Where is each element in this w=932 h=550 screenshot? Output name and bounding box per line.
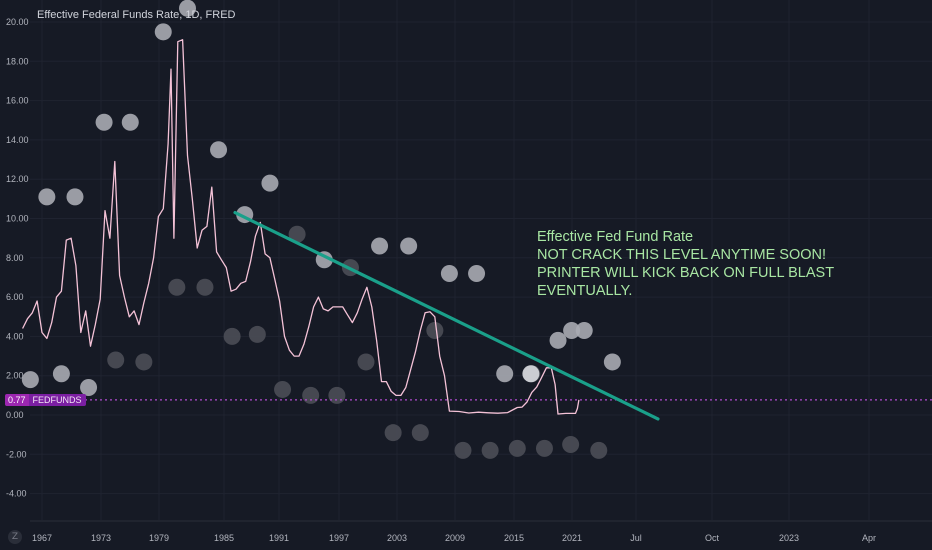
z-logo-icon[interactable]: Z — [8, 530, 22, 544]
data-bubble — [248, 325, 266, 343]
series-line-fedfunds — [22, 39, 580, 415]
y-tick-label: -2.00 — [6, 449, 27, 459]
data-bubble — [454, 441, 472, 459]
price-label: 0.77 FEDFUNDS — [5, 394, 86, 406]
x-tick-label: 1985 — [214, 533, 234, 543]
data-bubble — [107, 351, 125, 369]
x-tick-label: 2021 — [562, 533, 582, 543]
y-tick-label: 18.00 — [6, 56, 29, 66]
data-bubble — [549, 331, 567, 349]
price-label-symbol: FEDFUNDS — [28, 394, 86, 406]
data-bubble — [38, 188, 56, 206]
data-bubble — [563, 322, 581, 340]
annotation-text: Effective Fed Fund Rate NOT CRACK THIS L… — [537, 228, 834, 300]
x-tick-label: 1991 — [269, 533, 289, 543]
data-bubble — [575, 322, 593, 340]
x-tick-label: 1973 — [91, 533, 111, 543]
data-bubble — [371, 237, 389, 255]
annotation-line-1: Effective Fed Fund Rate — [537, 229, 694, 245]
data-bubble — [135, 353, 153, 371]
data-bubble — [95, 113, 113, 131]
x-tick-label: Apr — [862, 533, 876, 543]
x-tick-label: Oct — [705, 533, 720, 543]
data-bubble — [302, 386, 320, 404]
y-tick-label: 20.00 — [6, 17, 29, 27]
data-bubble — [481, 441, 499, 459]
y-tick-label: 10.00 — [6, 214, 29, 224]
annotation-line-4: EVENTUALLY. — [537, 283, 633, 299]
price-label-value: 0.77 — [5, 394, 29, 406]
x-tick-label: 1967 — [32, 533, 52, 543]
data-bubble — [21, 371, 39, 389]
data-bubble — [179, 0, 196, 17]
data-bubble — [223, 327, 241, 345]
x-tick-label: 1979 — [149, 533, 169, 543]
y-tick-label: 0.00 — [6, 410, 24, 420]
x-tick-label: 2003 — [387, 533, 407, 543]
data-bubble — [411, 424, 429, 442]
data-bubble — [80, 378, 98, 396]
data-bubble — [468, 265, 486, 283]
x-tick-label: 2023 — [779, 533, 799, 543]
data-bubble — [154, 23, 172, 41]
data-bubble — [210, 141, 228, 159]
data-bubble — [261, 174, 279, 192]
y-tick-label: 14.00 — [6, 135, 29, 145]
data-bubble — [357, 353, 375, 371]
data-bubble — [496, 365, 514, 383]
data-bubble — [603, 353, 621, 371]
y-tick-label: -4.00 — [6, 489, 27, 499]
data-bubble — [168, 278, 186, 296]
data-bubble — [66, 188, 84, 206]
data-bubble — [426, 322, 444, 340]
y-tick-label: 12.00 — [6, 174, 29, 184]
y-tick-label: 6.00 — [6, 292, 24, 302]
y-tick-label: 16.00 — [6, 96, 29, 106]
chart-title: Effective Federal Funds Rate, 1D, FRED — [37, 9, 236, 21]
data-bubble — [274, 380, 292, 398]
x-tick-label: Jul — [630, 533, 642, 543]
data-bubble — [288, 225, 306, 243]
data-bubble — [522, 365, 540, 383]
x-tick-label: 2015 — [504, 533, 524, 543]
data-bubble — [196, 278, 214, 296]
annotation-line-2: NOT CRACK THIS LEVEL ANYTIME SOON! — [537, 247, 826, 263]
data-bubble — [535, 439, 553, 457]
data-bubble — [400, 237, 418, 255]
data-bubble — [384, 424, 402, 442]
x-tick-label: 2009 — [445, 533, 465, 543]
data-bubble — [328, 386, 346, 404]
y-tick-label: 8.00 — [6, 253, 24, 263]
trendline — [233, 211, 660, 421]
y-tick-label: 4.00 — [6, 331, 24, 341]
data-bubble — [440, 265, 458, 283]
data-bubble — [52, 365, 70, 383]
annotation-line-3: PRINTER WILL KICK BACK ON FULL BLAST — [537, 265, 835, 281]
data-bubble — [121, 113, 139, 131]
x-tick-label: 1997 — [329, 533, 349, 543]
y-tick-label: 2.00 — [6, 371, 24, 381]
data-bubble — [562, 435, 580, 453]
data-bubble — [508, 439, 526, 457]
data-bubble — [590, 441, 608, 459]
